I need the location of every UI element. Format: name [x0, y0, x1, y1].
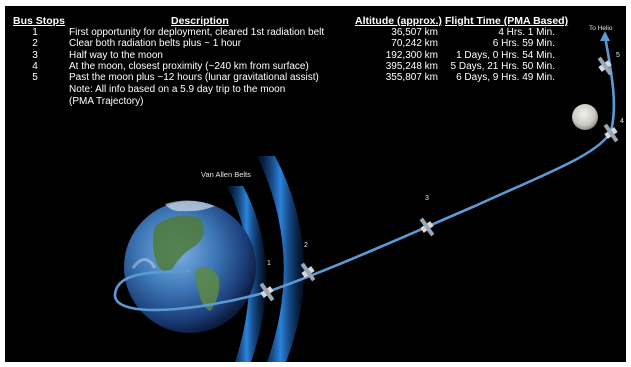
- stop-label-4: 4: [620, 118, 624, 125]
- stop-number: 2: [32, 38, 38, 50]
- stop-altitude: 36,507 km: [391, 27, 438, 38]
- stop-flight-time: 1 Days, 0 Hrs. 54 Min.: [456, 49, 555, 61]
- stop-number: 5: [32, 72, 38, 84]
- stop-altitude: 395,248 km: [385, 60, 438, 72]
- to-helio-label: To Helio: [589, 25, 613, 32]
- table-row: 2 Clear both radiation belts plus ~ 1 ho…: [5, 38, 626, 49]
- note-line-2: (PMA Trajectory): [69, 95, 144, 107]
- bus-stops-table: 1 First opportunity for deployment, clea…: [5, 27, 626, 83]
- header-flight-time: Flight Time (PMA Based): [445, 15, 569, 27]
- stop-label-2: 2: [304, 242, 308, 249]
- table-row: 1 First opportunity for deployment, clea…: [5, 27, 626, 38]
- stop-flight-time: 5 Days, 21 Hrs. 50 Min.: [450, 60, 555, 72]
- stop-altitude: 192,300 km: [385, 49, 438, 61]
- stop-number: 1: [32, 27, 38, 38]
- moon-image: [572, 104, 598, 130]
- spacecraft-stop-4-icon: [603, 123, 619, 143]
- header-bus-stops: Bus Stops: [13, 15, 65, 27]
- stop-altitude: 355,807 km: [385, 72, 438, 84]
- stop-description: Half way to the moon: [69, 49, 163, 61]
- spacecraft-stop-1-icon: [259, 282, 275, 302]
- stop-label-5: 5: [616, 52, 620, 59]
- header-description: Description: [171, 15, 229, 27]
- spacecraft-stop-5-icon: [597, 56, 613, 76]
- table-row: 5 Past the moon plus ~12 hours (lunar gr…: [5, 72, 626, 83]
- table-row: 4 At the moon, closest proximity (~240 k…: [5, 61, 626, 72]
- stop-altitude: 70,242 km: [391, 38, 438, 50]
- earth-image: [124, 200, 256, 333]
- outer-radiation-belt: [257, 156, 305, 362]
- stop-number: 3: [32, 49, 38, 61]
- stop-label-1: 1: [267, 260, 271, 267]
- table-row: 3 Half way to the moon 192,300 km 1 Days…: [5, 50, 626, 61]
- stop-label-3: 3: [425, 195, 429, 202]
- trajectory-diagram: [113, 31, 619, 362]
- spacecraft-stop-2-icon: [300, 262, 316, 282]
- trajectory-slide: Bus Stops Description Altitude (approx.)…: [5, 6, 626, 362]
- trajectory-note: Note: All info based on a 5.9 day trip t…: [69, 84, 369, 107]
- stop-description: First opportunity for deployment, cleare…: [69, 27, 325, 38]
- van-allen-belts-label: Van Allen Belts: [201, 170, 251, 179]
- stop-description: Clear both radiation belts plus ~ 1 hour: [69, 38, 242, 50]
- stop-flight-time: 6 Hrs. 59 Min.: [492, 38, 555, 50]
- stop-description: At the moon, closest proximity (~240 km …: [69, 60, 309, 72]
- header-altitude: Altitude (approx.): [355, 15, 442, 27]
- to-helio-arrow-icon: [600, 31, 610, 41]
- inner-radiation-belt: [227, 186, 267, 362]
- spacecraft-stop-3-icon: [419, 217, 435, 237]
- stop-flight-time: 4 Hrs. 1 Min.: [498, 27, 555, 38]
- stop-number: 4: [32, 60, 38, 72]
- stop-description: Past the moon plus ~12 hours (lunar grav…: [69, 72, 319, 84]
- stop-flight-time: 6 Days, 9 Hrs. 49 Min.: [456, 72, 555, 84]
- note-line-1: Note: All info based on a 5.9 day trip t…: [69, 84, 286, 95]
